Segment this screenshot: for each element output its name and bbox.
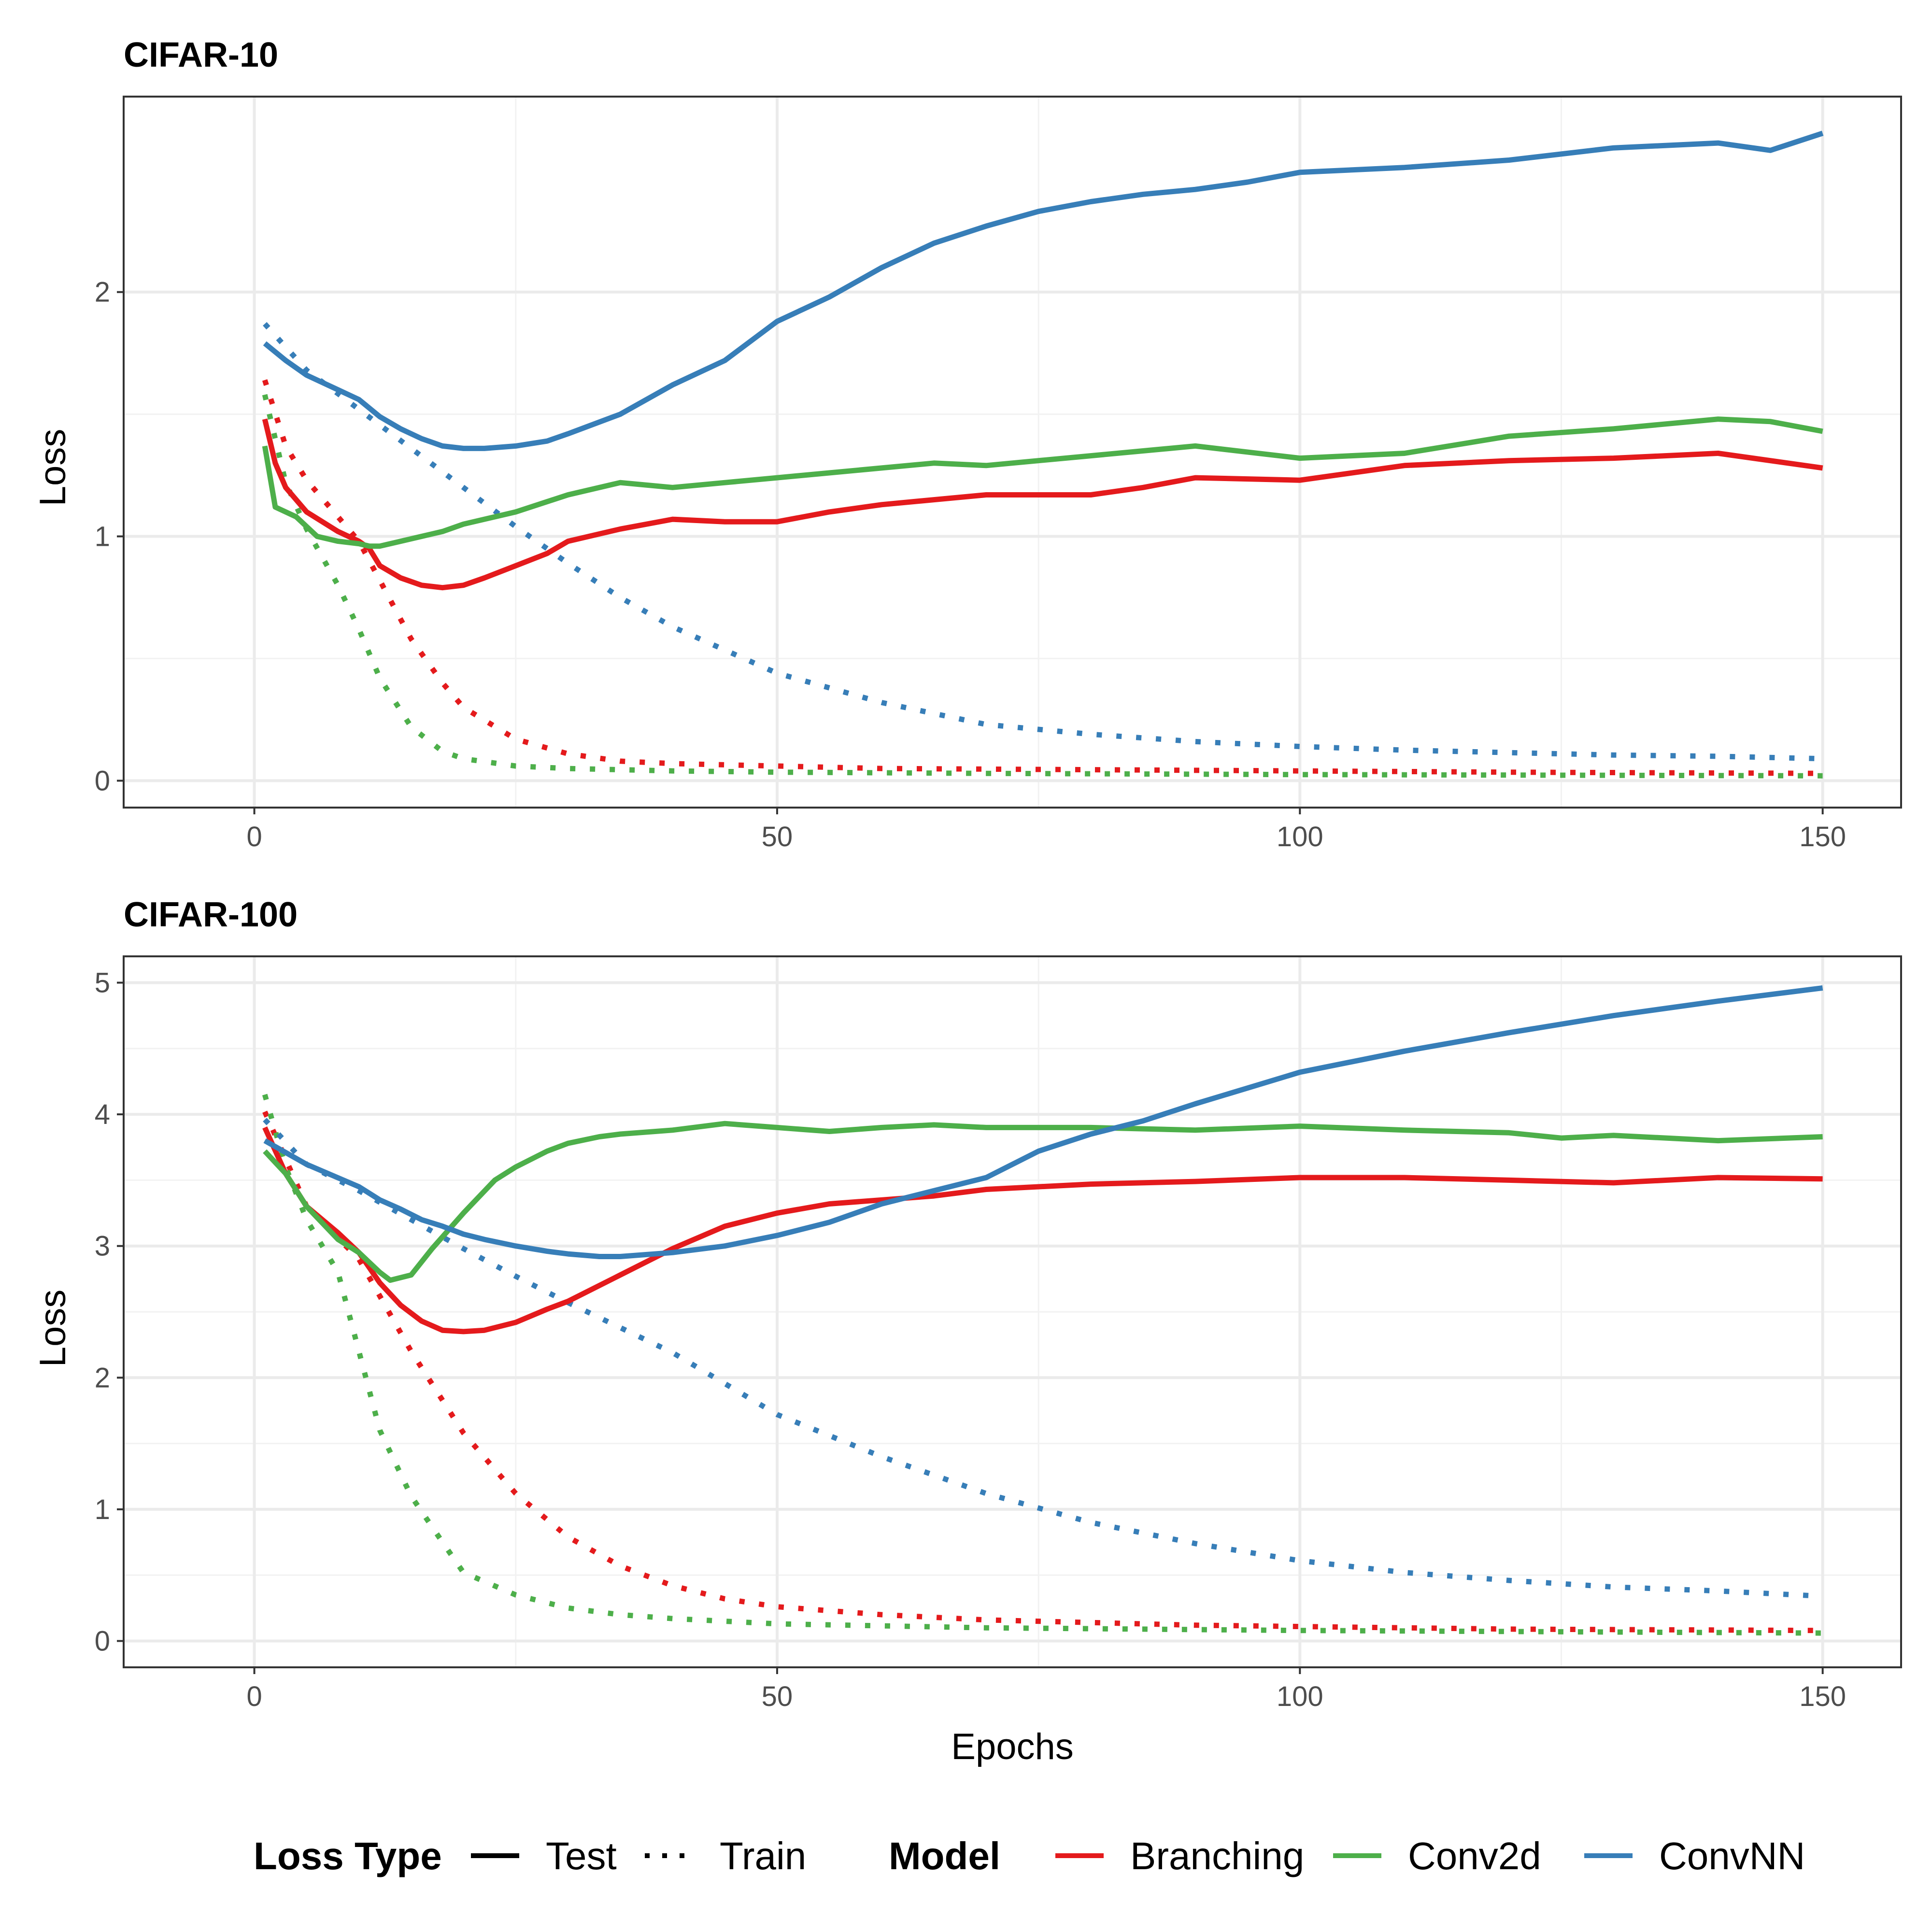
y-tick-label: 5 — [95, 967, 110, 999]
legend-label-branching: Branching — [1130, 1834, 1304, 1877]
y-tick-label: 4 — [95, 1099, 110, 1130]
series-line-convnn-test — [263, 985, 1823, 1259]
y-axis-title: Loss — [32, 429, 73, 507]
legend-title-loss-type: Loss Type — [254, 1834, 442, 1877]
y-tick-label: 1 — [95, 521, 110, 553]
panel-border — [123, 96, 1902, 809]
series-line-conv2d-test — [263, 1121, 1823, 1283]
y-tick-label: 0 — [95, 1625, 110, 1657]
panel-cifar-100: CIFAR-100 Loss Epochs 0 50 100 150 0 1 2 3 4 5 — [32, 895, 1902, 1767]
legend-label-train: Train — [720, 1834, 806, 1877]
series-line-conv2d-test — [262, 416, 1823, 549]
legend-label-test: Test — [546, 1834, 617, 1877]
x-tick-label: 150 — [1799, 1681, 1846, 1712]
x-tick-label: 100 — [1277, 1681, 1323, 1712]
y-tick-label: 2 — [95, 277, 110, 308]
panel-cifar-10: CIFAR-10 Loss 0 50 100 150 0 1 2 — [32, 36, 1902, 852]
y-axis-title: Loss — [32, 1290, 73, 1367]
legend-label-conv2d: Conv2d — [1408, 1834, 1541, 1877]
panel-border — [123, 955, 1902, 1668]
legend-title-model: Model — [889, 1834, 1000, 1877]
series-line-conv2d-train — [262, 394, 1823, 779]
legend-label-convnn: ConvNN — [1659, 1834, 1805, 1877]
x-tick-label: 50 — [762, 1681, 793, 1712]
panel-title: CIFAR-10 — [124, 36, 278, 74]
y-tick-label: 2 — [95, 1362, 110, 1393]
x-tick-label: 0 — [246, 1681, 262, 1712]
x-tick-label: 0 — [246, 821, 262, 852]
series-line-convnn-train — [263, 322, 1823, 762]
series-line-convnn-train — [263, 1118, 1823, 1599]
y-tick-label: 3 — [95, 1231, 110, 1262]
series-line-conv2d-train — [262, 1094, 1823, 1636]
plot-area — [124, 97, 1901, 808]
x-tick-label: 50 — [762, 821, 793, 852]
x-tick-label: 150 — [1799, 821, 1846, 852]
y-tick-label: 0 — [95, 765, 110, 796]
series-line-convnn-test — [263, 130, 1824, 451]
y-tick-label: 1 — [95, 1494, 110, 1525]
x-tick-label: 100 — [1277, 821, 1323, 852]
series-line-branching-test — [262, 1126, 1823, 1335]
legend: Loss Type Test Train Model Branching Con… — [254, 1834, 1805, 1877]
panel-title: CIFAR-100 — [124, 895, 298, 934]
x-axis-title: Epochs — [951, 1726, 1074, 1767]
